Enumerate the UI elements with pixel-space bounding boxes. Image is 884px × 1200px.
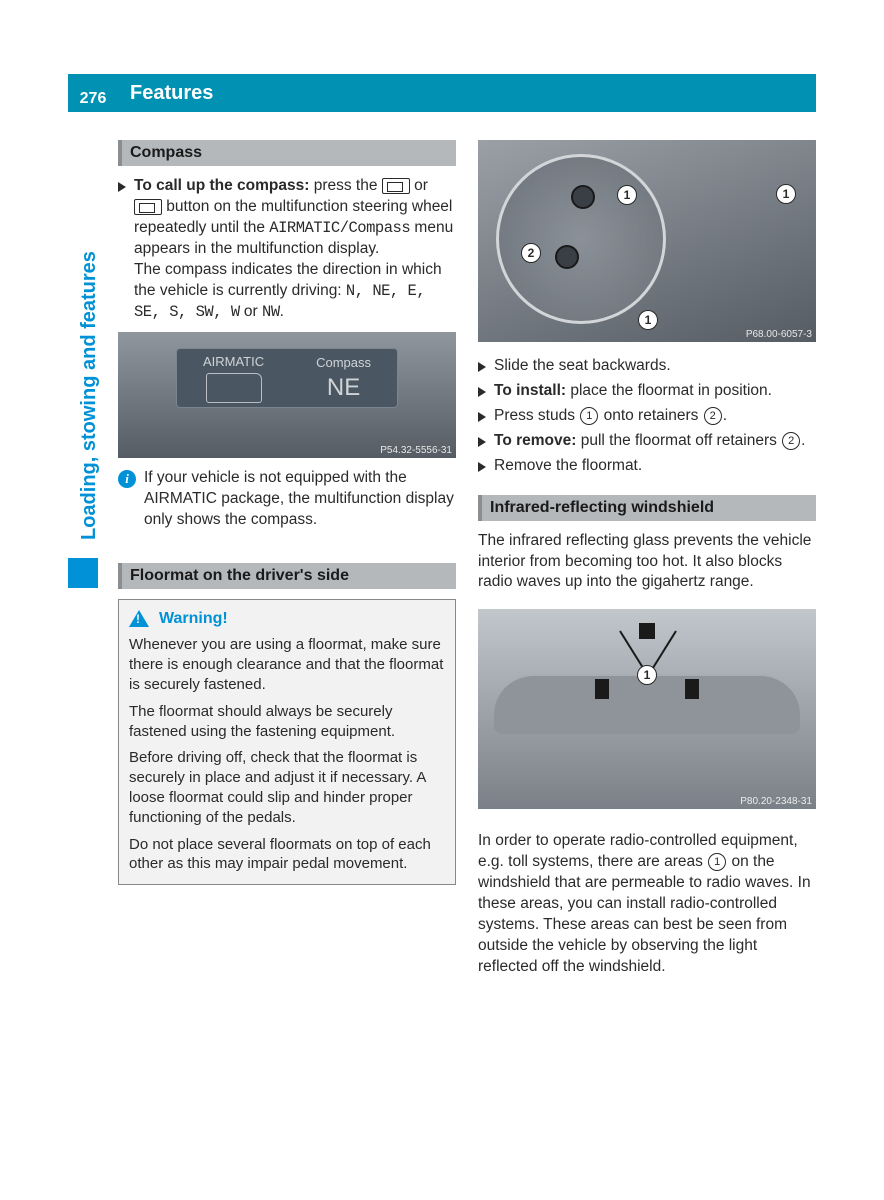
page-header: 276 Features — [68, 74, 816, 112]
info-icon: i — [118, 470, 136, 488]
car-outline-icon — [206, 373, 262, 403]
side-tab: Loading, stowing and features — [78, 220, 101, 540]
warning-p3: Before driving off, check that the floor… — [129, 748, 445, 827]
windshield-intro: The infrared reflecting glass prevents t… — [478, 531, 816, 594]
side-tab-text: Loading, stowing and features — [78, 251, 100, 540]
left-column: Compass To call up the compass: press th… — [118, 140, 456, 1140]
multifunction-button-icon — [382, 178, 410, 194]
floormat-step3: Press studs 1 onto retainers 2. — [478, 406, 816, 427]
figure-ref: P54.32-5556-31 — [380, 445, 452, 456]
figure-floormat: 1 2 1 1 P68.00-6057-3 — [478, 140, 816, 342]
section-header-floormat: Floormat on the driver's side — [118, 563, 456, 589]
bullet-arrow-icon — [478, 387, 486, 397]
bullet-arrow-icon — [118, 182, 126, 192]
callout-1: 1 — [637, 665, 657, 685]
bullet-arrow-icon — [478, 462, 486, 472]
page-number-box: 276 — [68, 74, 118, 112]
compass-callup-step: To call up the compass: press the or but… — [118, 176, 456, 322]
floormat-step4: To remove: pull the floormat off retaine… — [478, 431, 816, 452]
bullet-arrow-icon — [478, 437, 486, 447]
figure-windshield: 1 P80.20-2348-31 — [478, 609, 816, 809]
floormat-zoom-circle: 1 2 — [496, 154, 666, 324]
warning-p2: The floormat should always be securely f… — [129, 702, 445, 742]
section-header-windshield: Infrared-reflecting windshield — [478, 495, 816, 521]
callout-inline-2: 2 — [782, 432, 800, 450]
callout-inline-2: 2 — [704, 407, 722, 425]
callout-2: 2 — [521, 243, 541, 263]
floormat-step2: To install: place the floormat in positi… — [478, 381, 816, 402]
warning-p1: Whenever you are using a floormat, make … — [129, 635, 445, 694]
warning-header: Warning! — [129, 608, 445, 629]
chapter-title: Features — [130, 82, 213, 105]
side-tab-marker — [68, 558, 98, 588]
compass-info-note: i If your vehicle is not equipped with t… — [118, 468, 456, 531]
figure-compass-display: AIRMATIC Compass NE P54.32-5556-31 — [118, 332, 456, 458]
floormat-step1: Slide the seat backwards. — [478, 356, 816, 377]
compass-display-panel: AIRMATIC Compass NE — [176, 348, 398, 408]
callout-inline-1: 1 — [580, 407, 598, 425]
bullet-arrow-icon — [478, 362, 486, 372]
bullet-arrow-icon — [478, 412, 486, 422]
warning-triangle-icon — [129, 610, 149, 627]
callout-1: 1 — [638, 310, 658, 330]
floormat-step5: Remove the floormat. — [478, 456, 816, 477]
right-column: 1 2 1 1 P68.00-6057-3 Slide the seat bac… — [478, 140, 816, 1140]
callout-inline-1: 1 — [708, 853, 726, 871]
multifunction-button-icon — [134, 199, 162, 215]
compass-callup-text: To call up the compass: press the or but… — [134, 176, 456, 322]
figure-ref: P80.20-2348-31 — [740, 796, 812, 807]
page-number: 276 — [80, 90, 107, 108]
warning-box: Warning! Whenever you are using a floorm… — [118, 599, 456, 885]
page-content: Compass To call up the compass: press th… — [118, 140, 816, 1140]
callout-1: 1 — [776, 184, 796, 204]
callout-1: 1 — [617, 185, 637, 205]
figure-ref: P68.00-6057-3 — [746, 329, 812, 340]
section-header-compass: Compass — [118, 140, 456, 166]
warning-p4: Do not place several floormats on top of… — [129, 835, 445, 875]
windshield-paragraph: In order to operate radio-controlled equ… — [478, 831, 816, 977]
